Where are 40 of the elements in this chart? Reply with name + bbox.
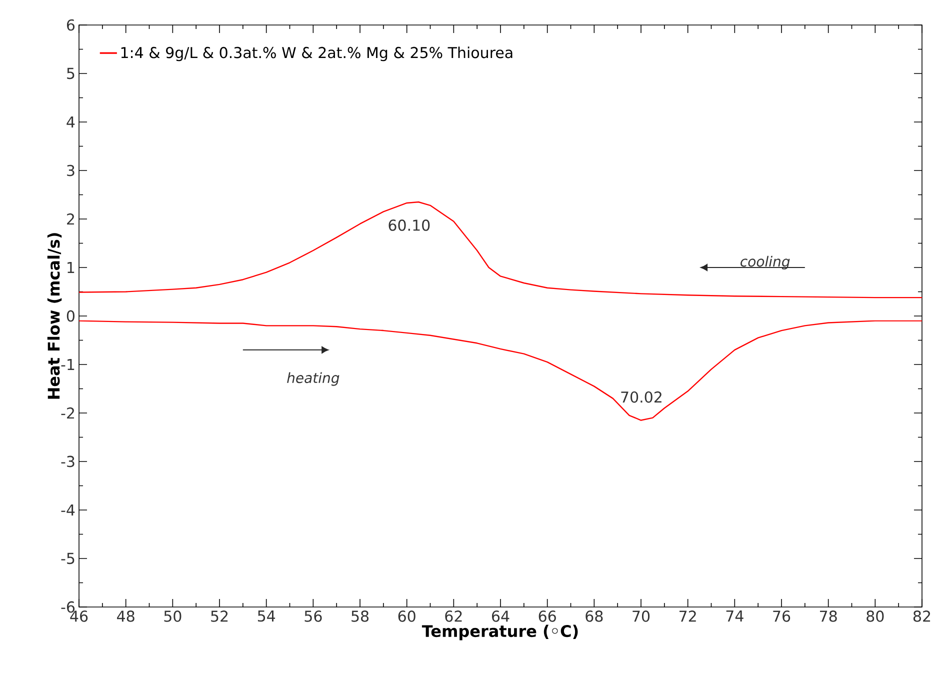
- x-tick-label: 46: [70, 610, 88, 622]
- annotation: cooling: [740, 256, 790, 270]
- x-tick-label: 50: [164, 610, 182, 622]
- annotation: heating: [287, 372, 340, 386]
- x-tick-label: 54: [258, 610, 276, 622]
- y-tick-label: -6: [61, 601, 75, 613]
- x-tick-label: 62: [445, 610, 462, 622]
- y-tick-label: 1: [68, 262, 74, 273]
- y-tick-label: -2: [61, 407, 74, 419]
- x-tick-label: 78: [820, 610, 837, 622]
- annotation: 70.02: [621, 391, 662, 403]
- y-tick-label: 5: [67, 68, 74, 80]
- y-tick-label: 0: [66, 310, 74, 322]
- y-tick-label: -3: [61, 456, 74, 468]
- x-tick-label: 60: [398, 610, 416, 622]
- x-tick-label: 72: [680, 610, 696, 622]
- y-tick-label: 4: [66, 116, 75, 128]
- x-tick-label: 74: [726, 610, 744, 622]
- y-tick-label: 6: [66, 19, 75, 31]
- y-tick-label: -5: [61, 552, 74, 564]
- x-tick-label: 66: [538, 610, 556, 622]
- y-tick-label: 2: [67, 213, 74, 225]
- x-tick-label: 68: [586, 610, 603, 622]
- y-axis-title: Heat Flow (mcal/s): [47, 233, 62, 399]
- x-tick-label: 76: [773, 610, 790, 622]
- x-tick-label: 56: [304, 610, 322, 622]
- x-tick-label: 82: [913, 610, 930, 622]
- x-tick-label: 70: [632, 610, 650, 622]
- line-series: [79, 320, 922, 421]
- x-tick-label: 64: [492, 610, 510, 622]
- y-tick-label: -1: [61, 359, 74, 370]
- x-tick-label: 58: [352, 610, 369, 622]
- x-tick-label: 48: [117, 610, 134, 622]
- legend-label: 1:4 & 9g/L & 0.3at.% W & 2at.% Mg & 25% Thiourea: [121, 46, 512, 62]
- x-tick-label: 52: [211, 610, 228, 622]
- y-tick-label: 3: [67, 164, 74, 176]
- y-tick-label: -4: [61, 504, 75, 516]
- annotation: 60.10: [388, 220, 430, 231]
- x-tick-label: 80: [866, 610, 884, 622]
- x-axis-title: Temperature (◦C): [422, 624, 578, 640]
